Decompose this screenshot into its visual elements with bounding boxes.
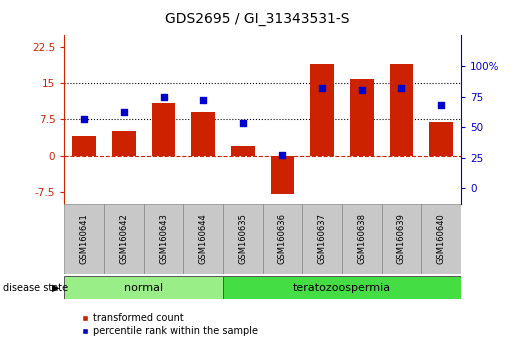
Legend: transformed count, percentile rank within the sample: transformed count, percentile rank withi…: [77, 309, 262, 340]
Point: [437, 102, 445, 108]
Text: ▶: ▶: [52, 282, 59, 293]
Bar: [64, 276, 223, 299]
Point: [278, 153, 286, 158]
Text: GSM160641: GSM160641: [80, 213, 89, 264]
Text: GSM160639: GSM160639: [397, 213, 406, 264]
Point: [357, 87, 366, 93]
Bar: [342, 204, 382, 274]
Text: normal: normal: [124, 282, 163, 293]
Text: GSM160643: GSM160643: [159, 213, 168, 264]
Point: [119, 110, 128, 115]
Bar: [112, 131, 136, 155]
Point: [318, 85, 327, 91]
Bar: [223, 204, 263, 274]
Bar: [64, 204, 104, 274]
Point: [238, 121, 247, 126]
Bar: [429, 122, 453, 155]
Point: [398, 85, 406, 91]
Text: disease state: disease state: [3, 282, 67, 293]
Text: GSM160638: GSM160638: [357, 213, 366, 264]
Bar: [382, 204, 421, 274]
Text: GSM160635: GSM160635: [238, 213, 247, 264]
Bar: [144, 204, 183, 274]
Bar: [191, 112, 215, 155]
Text: GSM160640: GSM160640: [437, 213, 445, 264]
Bar: [104, 204, 144, 274]
Bar: [263, 204, 302, 274]
Point: [80, 116, 89, 121]
Bar: [270, 155, 295, 194]
Text: GSM160637: GSM160637: [318, 213, 327, 264]
Bar: [223, 276, 461, 299]
Point: [199, 97, 207, 103]
Text: teratozoospermia: teratozoospermia: [293, 282, 391, 293]
Bar: [151, 103, 176, 155]
Bar: [421, 204, 461, 274]
Bar: [389, 64, 414, 155]
Bar: [231, 146, 255, 155]
Bar: [310, 64, 334, 155]
Bar: [183, 204, 223, 274]
Bar: [302, 204, 342, 274]
Text: GSM160636: GSM160636: [278, 213, 287, 264]
Text: GSM160644: GSM160644: [199, 213, 208, 264]
Bar: [350, 79, 374, 155]
Point: [159, 94, 167, 99]
Text: GSM160642: GSM160642: [119, 213, 128, 264]
Text: GDS2695 / GI_31343531-S: GDS2695 / GI_31343531-S: [165, 12, 350, 27]
Bar: [72, 136, 96, 155]
